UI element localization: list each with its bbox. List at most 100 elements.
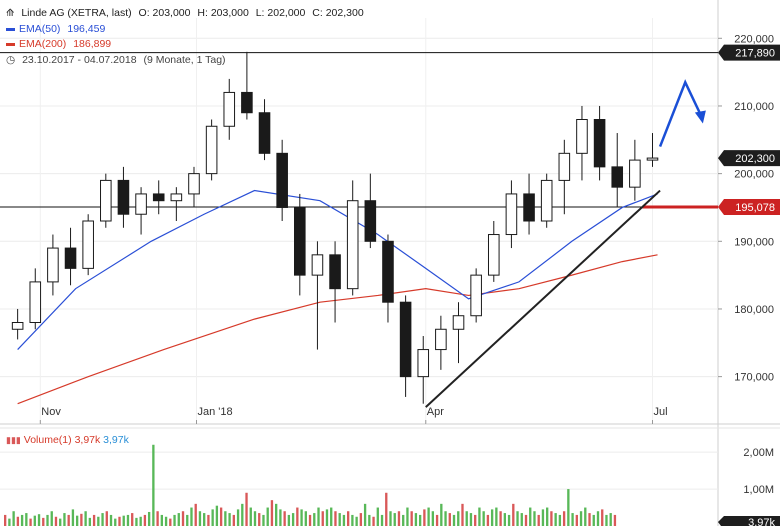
volume-bar [139,516,142,526]
volume-bar [67,514,70,526]
volume-bar [46,514,49,526]
forecast-arrow-path [658,79,705,148]
volume-bar [224,511,227,526]
x-tick-label: Jul [653,406,667,418]
candle-body [117,179,130,215]
candle-body [11,322,24,330]
volume-bar [414,513,418,526]
candle-body [523,193,535,222]
volume-bar [410,511,413,526]
candle-body [629,159,641,188]
period: (9 Monate, 1 Tag) [143,54,226,66]
volume-bar [346,511,350,526]
price-axis: 170,000 180,000 190,000 200,000 210,000 220,0… [718,33,774,384]
volume-legend[interactable]: ▮▮▮ Volume(1) 3,97k 3,97k [6,434,129,446]
volume-bar [457,511,460,526]
volume-bar [465,511,468,526]
volume-bar [562,511,566,526]
candle-body [29,281,42,323]
volume-bar [152,444,155,526]
candle-body [417,349,430,378]
volume-bar [42,517,45,526]
candle-body [170,193,183,202]
header-instrument-line: ⟰ Linde AG (XETRA, last) O: 203,000 H: 2… [6,7,368,20]
volume-bar [262,514,265,526]
candle-body [593,119,606,168]
volume-bar [380,514,384,526]
volume-bar [131,513,134,526]
x-tick-label: Apr [427,406,444,418]
volume-bar [304,511,307,526]
volume-bar [503,513,506,526]
candle-body [205,125,218,175]
volume-bar [37,514,41,526]
ema200-value: 186,899 [73,38,112,50]
volume-bar [338,513,341,526]
candle-body [64,247,77,269]
volume-bar [363,503,367,526]
volume-bar [75,515,79,526]
volume-bar [520,513,523,526]
volume-bar [126,514,130,526]
price-tag-box [718,198,780,215]
candlestick-series [11,51,659,404]
ema200-legend[interactable]: EMA(200) 186,899 [6,38,115,51]
volume-bar [571,513,574,526]
volume-bar [160,514,164,526]
volume-bar [385,492,388,526]
volume-bar [198,511,202,526]
volume-bar [376,507,379,526]
candle-body [329,254,341,290]
volume-bar [80,513,83,526]
volume-bar [287,514,291,526]
volume-bar [97,516,100,526]
volume-bar [4,514,7,526]
volume-bar [122,515,125,526]
volume-panel: 1,00M 2,00M 3,97k [0,444,780,526]
ema50-value: 196,459 [67,23,106,35]
volume-bar [448,513,451,526]
ema50-legend[interactable]: EMA(50) 196,459 [6,23,109,36]
candle-body [470,274,482,317]
volume-bar [279,509,282,526]
volume-bar [325,509,329,526]
volume-bar [372,516,375,526]
candle-body [435,328,447,351]
volume-bar [330,507,333,526]
volume-bar [88,517,92,526]
volume-bar [558,514,562,526]
y-tick-label: 220,000 [734,33,774,45]
volume-bar [321,511,324,526]
candle-body [558,152,571,181]
volume-bar [118,516,121,526]
price-tag-label: 217,890 [735,48,775,60]
volume-label: Volume(1) [23,434,72,446]
volume-bar [29,518,32,526]
volume-bar [270,500,274,526]
volume-bar [109,514,113,526]
volume-bar [232,514,235,526]
candle-body [135,193,147,215]
volume-bar [300,509,303,526]
volume-bar [194,503,197,526]
price-tag-label: 202,300 [735,153,775,165]
volume-bar [50,511,53,526]
volume-bar [579,511,583,526]
candle-body [152,193,165,202]
volume-bar [435,514,439,526]
volume-bar [249,507,252,526]
volume-bar [143,514,147,526]
volume-tick-label: 2,00M [743,447,774,459]
ema50-swatch [6,27,15,31]
support-trendline [425,189,661,408]
volume-bar [474,514,477,526]
volume-bar [440,503,443,526]
date-range-line: ◷ 23.10.2017 - 04.07.2018 (9 Monate, 1 T… [6,54,230,67]
volume-bar [444,511,447,526]
candle-body [223,91,236,127]
candle-body [399,301,412,378]
volume-bar [584,507,587,526]
volume-bar [393,513,396,526]
x-tick-label: Nov [41,406,61,418]
